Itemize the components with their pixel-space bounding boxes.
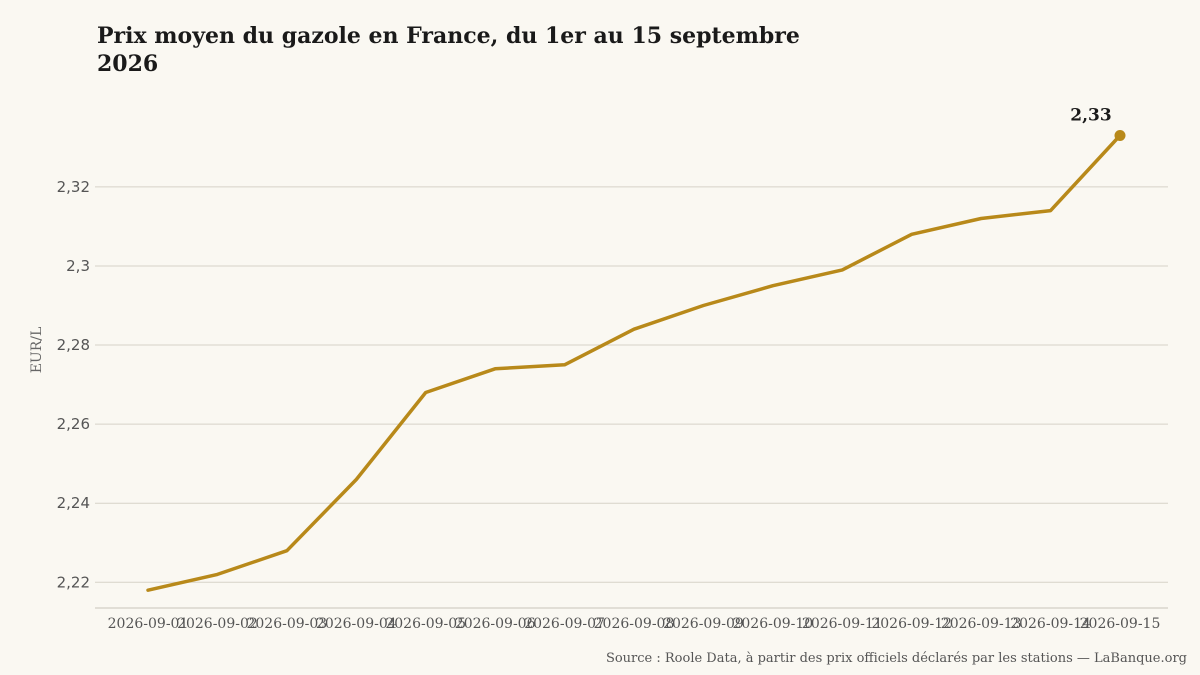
y-tick-label: 2,3: [66, 257, 90, 275]
x-tick-label: 2026-09-01: [108, 616, 189, 632]
x-tick-label: 2026-09-04: [316, 616, 397, 632]
x-tick-label: 2026-09-06: [455, 616, 536, 632]
x-tick-label: 2026-09-15: [1080, 616, 1161, 632]
y-tick-label: 2,28: [57, 336, 90, 354]
x-tick-label: 2026-09-13: [941, 616, 1022, 632]
y-tick-label: 2,32: [57, 178, 90, 196]
y-tick-label: 2,24: [57, 494, 90, 512]
chart-title: Prix moyen du gazole en France, du 1er a…: [97, 23, 800, 77]
series-group: [146, 129, 1126, 592]
x-tick-label: 2026-09-05: [385, 616, 466, 632]
grid-lines: [95, 186, 1168, 583]
x-tick-label: 2026-09-02: [177, 616, 258, 632]
x-tick-label: 2026-09-11: [802, 616, 883, 632]
x-tick-label: 2026-09-09: [663, 616, 744, 632]
source-note: Source : Roole Data, à partir des prix o…: [605, 651, 1187, 666]
x-tick-label: 2026-09-10: [732, 616, 813, 632]
y-tick-label: 2,22: [57, 573, 90, 591]
x-tick-label: 2026-09-07: [524, 616, 605, 632]
x-tick-label: 2026-09-03: [246, 616, 327, 632]
x-tick-label: 2026-09-12: [871, 616, 952, 632]
series-line: [146, 133, 1122, 592]
end-point-marker: [1114, 129, 1126, 141]
y-axis-label: EUR/L: [29, 327, 45, 374]
x-tick-label: 2026-09-14: [1010, 616, 1091, 632]
end-value-label: 2,33: [1070, 105, 1111, 125]
x-tick-label: 2026-09-08: [594, 616, 675, 632]
x-tick-labels: 2026-09-012026-09-022026-09-032026-09-04…: [108, 616, 1161, 632]
y-tick-labels: 2,22 2,24 2,26 2,28 2,3 2,32: [57, 178, 90, 591]
y-tick-label: 2,26: [57, 415, 90, 433]
